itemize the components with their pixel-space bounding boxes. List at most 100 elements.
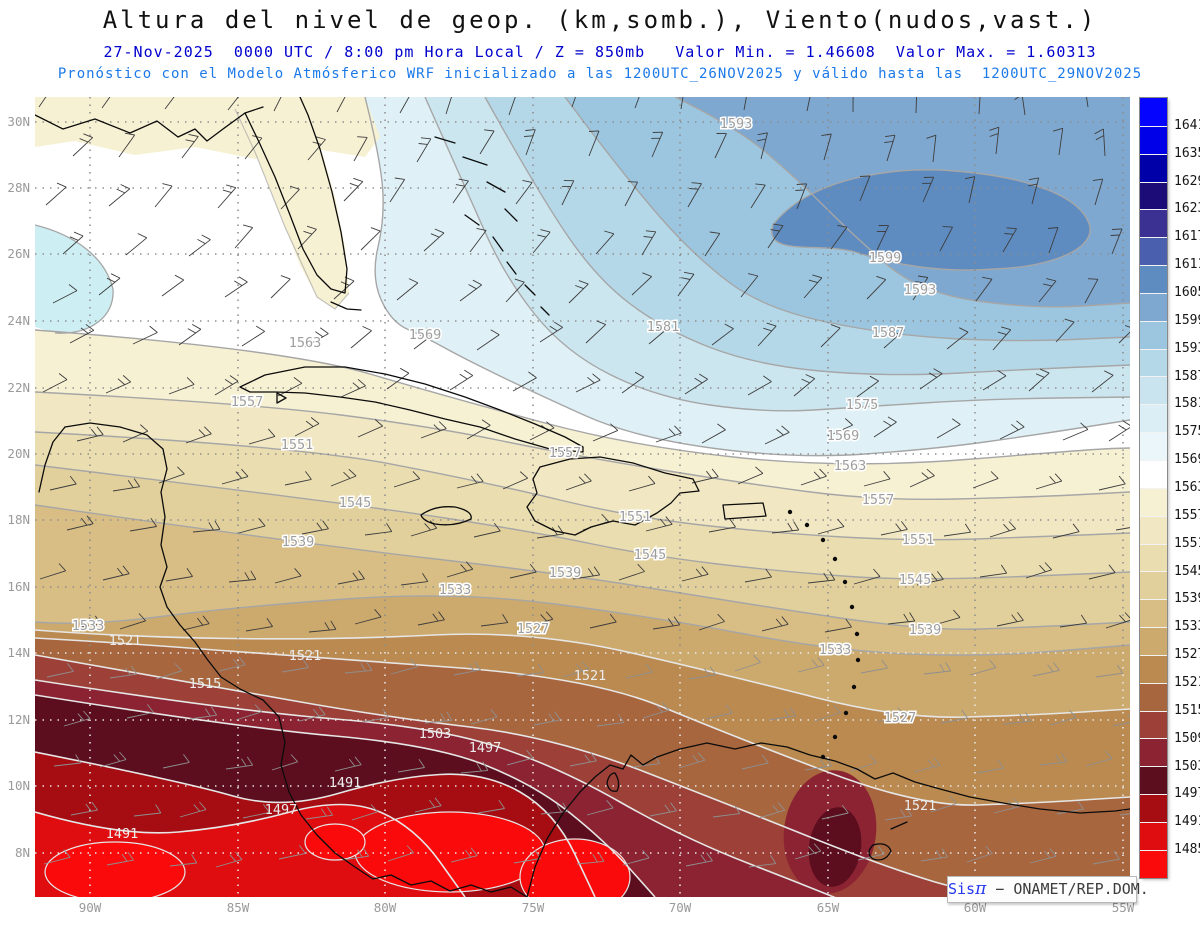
contour-label: 1551 (281, 437, 314, 453)
contour-label: 1569 (827, 428, 860, 444)
weather-map-canvas: 1593 1599 1593 1587 1581 1575 1569 1569 1563 1563… (25, 79, 1148, 927)
colorbar (1139, 97, 1168, 879)
colorbar-swatch (1140, 125, 1167, 154)
lat-tick-label: 26N (7, 246, 30, 261)
contour-label: 1563 (834, 458, 867, 474)
colorbar-tick-label: 1575 (1174, 424, 1200, 440)
watermark-brand: Sis (948, 880, 976, 898)
colorbar-swatch (1140, 515, 1167, 544)
colorbar-tick-label: 1623 (1174, 201, 1200, 217)
colorbar-swatch (1140, 153, 1167, 182)
lon-tick-label: 80W (373, 900, 397, 915)
contour-label: 1527 (884, 710, 917, 726)
lon-tick-label: 90W (78, 900, 102, 915)
colorbar-tick-label: 1539 (1174, 591, 1200, 607)
colorbar-tick-label: 1533 (1174, 619, 1200, 635)
contour-label: 1587 (872, 325, 905, 341)
contour-label: 1497 (469, 740, 502, 756)
page-title: Altura del nivel de geop. (km,somb.), Vi… (102, 6, 1098, 34)
contour-label: 1533 (72, 618, 105, 634)
colorbar-swatch (1140, 766, 1167, 795)
colorbar-tick-label: 1605 (1174, 285, 1200, 300)
colorbar-swatch (1140, 710, 1167, 739)
contour-label: 1545 (899, 572, 932, 588)
lon-tick-label: 85W (226, 900, 250, 915)
colorbar-swatch (1140, 599, 1167, 628)
colorbar-tick-label: 1569 (1174, 452, 1200, 468)
colorbar-tick-label: 1527 (1174, 647, 1200, 663)
colorbar-tick-label: 1497 (1174, 786, 1200, 802)
colorbar-tick-label: 1503 (1174, 758, 1200, 774)
colorbar-swatch (1140, 181, 1167, 210)
colorbar-swatch (1140, 849, 1167, 878)
lat-tick-label: 12N (7, 712, 30, 727)
colorbar-tick-label: 1587 (1174, 368, 1200, 384)
colorbar-tick-label: 1635 (1174, 145, 1200, 161)
contour-label: 1527 (517, 621, 550, 637)
geopotential-wind-map: 1593159915931587158115751569156915631563… (25, 79, 1148, 927)
contour-label: 1491 (106, 826, 139, 842)
colorbar-tick-label: 1515 (1174, 702, 1200, 718)
colorbar-swatch (1140, 376, 1167, 405)
contour-label: 1503 (419, 726, 452, 742)
contour-label: 1521 (904, 798, 937, 814)
coastlines (34, 96, 1131, 898)
colorbar-swatch (1140, 571, 1167, 600)
watermark-source: − ONAMET/REP.DOM. (986, 880, 1149, 898)
lat-tick-label: 28N (7, 180, 30, 195)
colorbar-tick-label: 1593 (1174, 340, 1200, 356)
lat-tick-label: 22N (7, 380, 30, 395)
contour-label: 1557 (231, 394, 264, 410)
lat-tick-label: 8N (14, 845, 30, 860)
contour-label: 1545 (339, 495, 372, 511)
lon-tick-label: 75W (521, 900, 545, 915)
model-info-subtitle: Pronóstico con el Modelo Atmósferico WRF… (57, 66, 1143, 82)
contour-label: 1551 (619, 509, 652, 525)
contour-label: 1515 (189, 676, 222, 692)
colorbar-tick-label: 1557 (1174, 507, 1200, 523)
colorbar-swatch (1140, 237, 1167, 266)
colorbar-swatch (1140, 265, 1167, 293)
colorbar-swatch (1140, 543, 1167, 572)
colorbar-tick-label: 1551 (1174, 535, 1200, 551)
colorbar-tick-label: 1563 (1174, 480, 1200, 495)
forecast-datetime-subtitle: 27-Nov-2025 0000 UTC / 8:00 pm Hora Loca… (103, 43, 1097, 61)
contour-label: 1569 (409, 327, 442, 343)
colorbar-swatch (1140, 209, 1167, 238)
lon-tick-label: 55W (1111, 900, 1135, 915)
colorbar-swatch (1140, 348, 1167, 377)
lat-tick-label: 16N (7, 579, 30, 594)
colorbar-tick-label: 1599 (1174, 312, 1200, 328)
contour-label: 1563 (289, 335, 322, 351)
pi-symbol: π (975, 879, 987, 899)
colorbar-swatch (1140, 320, 1167, 349)
colorbar-swatch (1140, 292, 1167, 321)
colorbar-tick-label: 1581 (1174, 396, 1200, 412)
lat-tick-label: 18N (7, 512, 30, 527)
lat-tick-label: 10N (7, 778, 30, 793)
lat-tick-label: 30N (7, 114, 30, 129)
contour-label: 1593 (904, 282, 937, 298)
colorbar-swatch (1140, 682, 1167, 711)
contour-label: 1557 (549, 445, 582, 461)
contour-label: 1545 (634, 547, 667, 563)
colorbar-tick-label: 1629 (1174, 173, 1200, 189)
contour-label: 1521 (289, 648, 322, 664)
colorbar-tick-label: 1617 (1174, 229, 1200, 245)
colorbar-swatch (1140, 404, 1167, 433)
contour-label: 1521 (109, 633, 142, 649)
watermark-badge: Sisπ − ONAMET/REP.DOM. (947, 876, 1149, 903)
contour-label: 1521 (574, 668, 607, 684)
contour-label: 1491 (329, 775, 362, 791)
contour-label: 1539 (549, 565, 582, 581)
colorbar-swatch (1140, 627, 1167, 655)
contour-label: 1539 (282, 534, 315, 550)
colorbar-tick-label: 1509 (1174, 730, 1200, 746)
colorbar-swatch (1140, 459, 1167, 488)
lon-tick-label: 65W (816, 900, 840, 915)
contour-label: 1533 (819, 642, 852, 658)
colorbar-swatch (1140, 794, 1167, 822)
colorbar-swatch (1140, 654, 1167, 683)
lat-tick-label: 24N (7, 313, 30, 328)
